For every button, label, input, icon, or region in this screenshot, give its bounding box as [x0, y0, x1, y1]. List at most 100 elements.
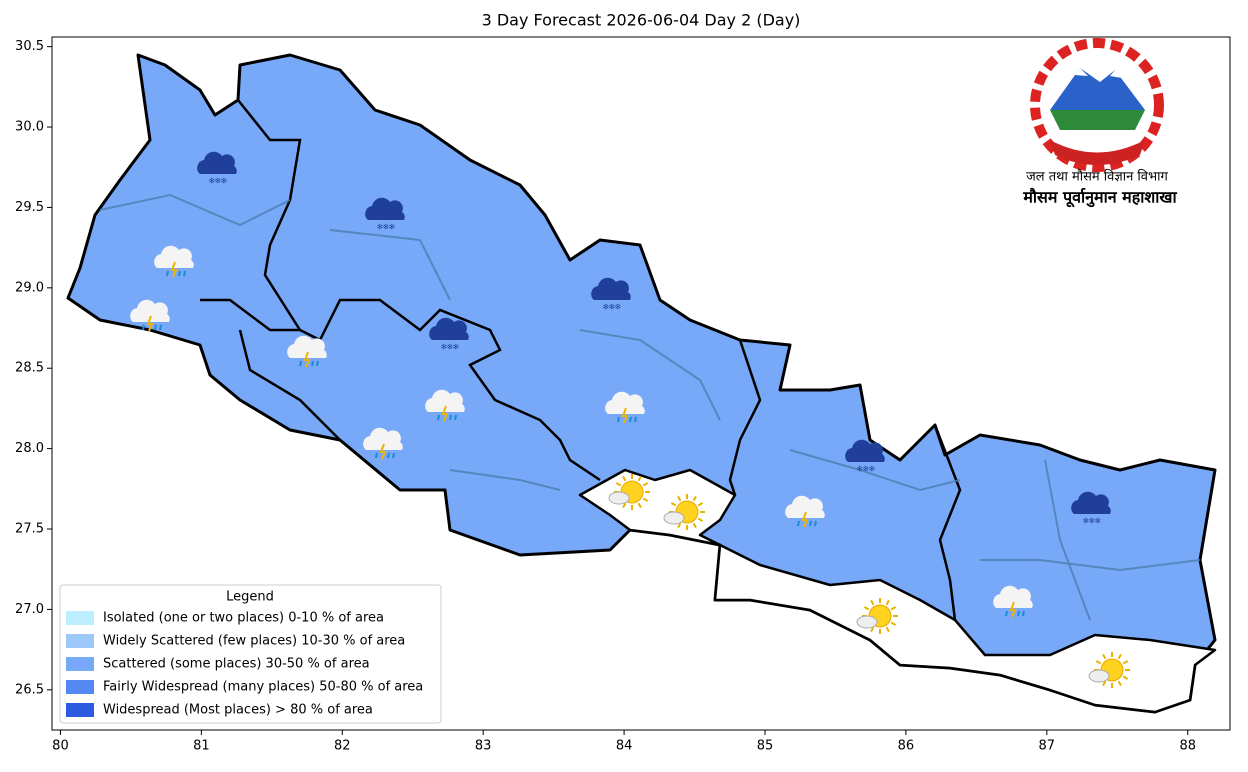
chart-title: 3 Day Forecast 2026-06-04 Day 2 (Day)	[482, 11, 801, 30]
sun-ray	[677, 522, 682, 529]
legend-title: Legend	[226, 590, 274, 605]
sun-ray	[1102, 653, 1107, 660]
district-borders	[99, 193, 1201, 621]
x-tick-label: 84	[616, 739, 633, 754]
x-tick-label: 88	[1179, 739, 1196, 754]
x-tick-label: 82	[334, 739, 351, 754]
lightning	[441, 405, 449, 422]
cloud	[591, 277, 631, 300]
x-tick-label: 81	[193, 739, 210, 754]
plot-frame	[51, 36, 1231, 731]
cloud	[845, 439, 885, 462]
raindrop	[183, 270, 186, 277]
logo-department: जल तथा मौसम विज्ञान विभाग	[1026, 169, 1168, 185]
raindrop	[166, 270, 169, 277]
x-tick-label: 87	[1039, 739, 1056, 754]
snowflake: ❄	[447, 343, 454, 352]
sun-ray	[1117, 680, 1122, 687]
raindrop	[154, 324, 157, 331]
raindrop	[299, 360, 302, 367]
sun-ray	[637, 475, 642, 482]
raindrop	[178, 270, 181, 277]
snowflake: ❄	[221, 177, 228, 186]
snowflake: ❄	[869, 465, 876, 474]
sun-cloud-icon	[608, 474, 650, 510]
raindrop	[814, 520, 817, 527]
y-tick-label: 30.0	[15, 120, 44, 135]
sun-ray	[692, 495, 697, 502]
snowflake: ❄	[603, 303, 610, 312]
snowflake: ❄	[609, 303, 616, 312]
raindrop	[449, 414, 452, 421]
sun-ray	[1117, 653, 1122, 660]
sun-ray	[615, 482, 622, 487]
y-tick-label: 28.0	[15, 441, 44, 456]
raindrop	[142, 324, 145, 331]
x-tick-label: 85	[757, 739, 774, 754]
raindrop	[392, 452, 395, 459]
legend-swatch	[66, 703, 94, 717]
y-tick-label: 29.0	[15, 280, 44, 295]
snowflake: ❄	[1095, 517, 1102, 526]
cloud	[363, 427, 403, 450]
raindrop	[387, 452, 390, 459]
weather-icons: ❄ ❄ ❄❄ ❄ ❄❄ ❄ ❄❄ ❄ ❄❄ ❄ ❄❄ ❄ ❄	[130, 151, 1130, 688]
raindrop	[809, 520, 812, 527]
legend-swatch	[66, 611, 94, 625]
raindrop	[1022, 610, 1025, 617]
sun-cloud-icon	[856, 598, 898, 634]
snow-icon: ❄ ❄ ❄	[845, 439, 885, 474]
snowflake: ❄	[615, 303, 622, 312]
y-tick-label: 27.5	[15, 522, 44, 537]
lightning	[621, 407, 629, 424]
map	[66, 53, 1217, 714]
dry-area	[578, 468, 1217, 714]
sun-ray	[885, 626, 890, 633]
x-tick-label: 83	[475, 739, 492, 754]
legend-label: Fairly Widespread (many places) 50-80 % …	[103, 680, 423, 695]
snow-icon: ❄ ❄ ❄	[1071, 491, 1111, 526]
legend-swatch	[66, 634, 94, 648]
snowflake: ❄	[383, 223, 390, 232]
logo-mountain	[1050, 68, 1145, 110]
lightning	[801, 511, 809, 528]
lightning	[379, 443, 387, 460]
legend-label: Widely Scattered (few places) 10-30 % of…	[103, 634, 405, 649]
cloud	[154, 245, 194, 268]
sun-ray	[870, 626, 875, 633]
sun-ray	[890, 606, 897, 611]
sun-cloud-icon	[663, 494, 705, 530]
y-tick-label: 30.5	[15, 39, 44, 54]
snow-icon: ❄ ❄ ❄	[365, 197, 405, 232]
sun-cloud-icon	[1088, 652, 1130, 688]
y-tick-label: 29.5	[15, 200, 44, 215]
snowflake: ❄	[1083, 517, 1090, 526]
legend-label: Widespread (Most places) > 80 % of area	[103, 703, 373, 718]
raindrop	[634, 416, 637, 423]
sun-ray	[677, 495, 682, 502]
raindrop	[1017, 610, 1020, 617]
raindrop	[629, 416, 632, 423]
sun-ray	[885, 599, 890, 606]
sun-ray	[642, 497, 649, 502]
sun-ray	[870, 599, 875, 606]
legend-swatch	[66, 680, 94, 694]
legend: Legend Isolated (one or two places) 0-10…	[59, 584, 442, 724]
legend-box	[59, 584, 442, 724]
thunder-rain-icon	[425, 389, 465, 422]
country-forecast-area	[66, 53, 1217, 714]
raindrop	[375, 452, 378, 459]
thunder-rain-icon	[363, 427, 403, 460]
sun-ray	[697, 502, 704, 507]
sun-ray	[1122, 675, 1129, 680]
sun-ray	[1122, 660, 1129, 665]
thunder-rain-icon	[993, 585, 1033, 618]
snowflake: ❄	[1089, 517, 1096, 526]
cloud	[605, 391, 645, 414]
cloud	[425, 389, 465, 412]
snowflake: ❄	[389, 223, 396, 232]
thunder-rain-icon	[287, 335, 327, 368]
sun-ray	[622, 502, 627, 509]
raindrop	[316, 360, 319, 367]
